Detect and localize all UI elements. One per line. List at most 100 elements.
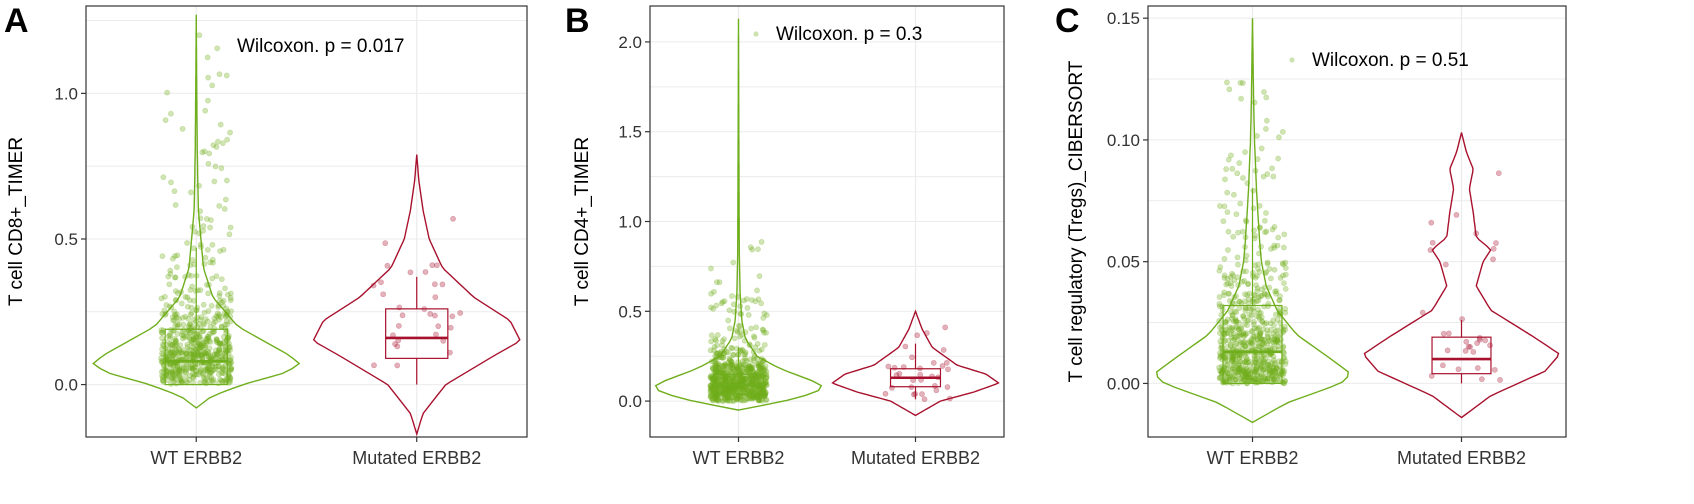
data-point	[198, 244, 204, 250]
data-point	[728, 375, 735, 382]
data-point	[751, 355, 757, 362]
data-point	[1235, 332, 1242, 339]
data-point	[1220, 218, 1227, 225]
box-iqr	[1222, 304, 1283, 385]
data-point	[742, 355, 748, 362]
data-point	[223, 312, 230, 318]
data-point	[1229, 365, 1235, 372]
data-point	[215, 348, 222, 355]
data-point	[384, 262, 391, 269]
data-point	[201, 345, 207, 352]
data-point	[190, 245, 197, 252]
data-point	[218, 276, 225, 283]
data-point	[741, 337, 748, 344]
data-point	[737, 310, 744, 317]
data-point	[220, 333, 227, 340]
data-point	[201, 376, 208, 382]
data-point	[1231, 277, 1238, 284]
data-point	[746, 363, 753, 370]
data-point	[206, 338, 212, 344]
data-point	[760, 315, 767, 321]
y-tick-label: 1.5	[618, 123, 642, 142]
data-point	[1256, 224, 1263, 231]
data-point	[718, 300, 725, 307]
data-point	[1273, 365, 1280, 372]
data-point	[195, 371, 202, 378]
data-point	[722, 361, 728, 367]
data-point	[729, 365, 735, 372]
data-point	[220, 370, 226, 376]
data-point	[751, 394, 758, 401]
data-point	[1459, 316, 1466, 322]
data-point	[431, 281, 438, 288]
data-point	[758, 239, 765, 245]
data-point	[737, 386, 744, 393]
data-point	[882, 390, 889, 397]
y-tick-label: 0.15	[1107, 9, 1140, 28]
data-point	[1216, 317, 1223, 324]
data-point	[1256, 343, 1263, 350]
data-point	[179, 314, 186, 321]
data-point	[1444, 347, 1451, 354]
data-point	[392, 341, 398, 347]
data-point	[177, 376, 184, 382]
data-point	[728, 394, 735, 401]
data-point	[733, 385, 740, 392]
data-point	[942, 324, 949, 331]
data-point	[1231, 360, 1237, 366]
data-point	[712, 362, 719, 369]
data-point	[724, 394, 731, 401]
plot-border	[85, 5, 528, 438]
data-point	[1271, 336, 1278, 343]
data-point	[190, 335, 197, 342]
data-point	[763, 368, 770, 375]
data-point	[178, 349, 185, 356]
data-point	[209, 275, 216, 282]
data-point	[1244, 322, 1251, 329]
data-point	[1274, 337, 1281, 343]
data-point	[744, 304, 751, 311]
data-point	[220, 367, 227, 374]
y-tick-label: 1.0	[54, 84, 78, 103]
data-point	[224, 311, 230, 318]
data-point	[758, 396, 765, 403]
data-point	[1241, 359, 1248, 366]
data-point	[171, 335, 178, 342]
data-point	[1242, 307, 1249, 314]
data-point	[1245, 296, 1252, 302]
data-point	[1474, 340, 1481, 346]
data-point	[1224, 362, 1230, 369]
data-point	[217, 349, 224, 356]
data-point	[1280, 244, 1287, 251]
data-point	[204, 369, 211, 375]
data-point	[173, 297, 179, 304]
data-point	[708, 392, 715, 399]
data-point	[740, 362, 747, 368]
data-point	[1266, 367, 1273, 374]
data-point	[171, 308, 178, 315]
data-point	[1230, 371, 1237, 378]
data-point	[208, 302, 215, 309]
data-point	[1240, 333, 1247, 339]
data-point	[450, 215, 456, 222]
data-point	[1243, 252, 1250, 259]
data-point	[1258, 243, 1264, 250]
data-point	[169, 349, 176, 355]
data-point	[710, 386, 716, 393]
data-point	[1236, 365, 1243, 372]
data-point	[176, 365, 183, 372]
data-point	[727, 386, 734, 393]
data-point	[219, 140, 226, 147]
data-point	[724, 397, 731, 404]
data-point	[720, 354, 727, 361]
data-point	[1463, 338, 1470, 345]
data-point	[1282, 358, 1289, 365]
data-point	[1230, 272, 1236, 279]
data-point	[709, 395, 716, 402]
data-point	[760, 357, 767, 364]
data-point	[732, 375, 738, 381]
data-point	[1240, 368, 1246, 375]
data-point	[190, 351, 197, 357]
data-point	[721, 363, 728, 370]
